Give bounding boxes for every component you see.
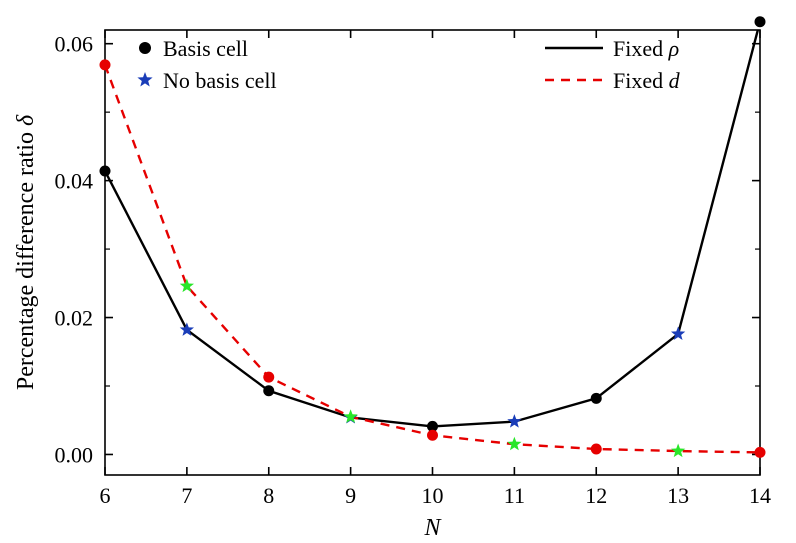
legend-label-fixed_rho: Fixed ρ — [613, 36, 679, 61]
data-point — [263, 385, 274, 396]
xtick-label: 7 — [181, 483, 192, 508]
chart-container: 6 7 8 9 10 11 12 13 14 0.00 0.02 0.04 0.06 N Percentag… — [0, 0, 796, 543]
data-point — [755, 447, 766, 458]
series-line-fixed_d — [105, 65, 760, 452]
ylabel: Percentage difference ratio δ — [13, 114, 39, 390]
xtick-label: 12 — [585, 483, 607, 508]
data-point — [591, 443, 602, 454]
plot-border — [105, 30, 760, 475]
data-point — [507, 414, 521, 428]
data-point — [100, 59, 111, 70]
ytick-label: 0.06 — [55, 32, 94, 57]
data-point — [591, 393, 602, 404]
data-point — [263, 372, 274, 383]
xtick-label: 14 — [749, 483, 771, 508]
chart-svg: 6 7 8 9 10 11 12 13 14 0.00 0.02 0.04 0.06 N Percentag… — [0, 0, 796, 543]
data-point — [507, 437, 521, 451]
data-point — [755, 16, 766, 27]
data-point — [139, 42, 151, 54]
ytick-label: 0.00 — [55, 442, 94, 467]
xtick-label: 13 — [667, 483, 689, 508]
ytick-label: 0.02 — [55, 306, 94, 331]
ylabel-group: Percentage difference ratio δ — [13, 114, 39, 390]
data-point — [343, 409, 357, 423]
legend-label-basis_circle: Basis cell — [163, 36, 248, 61]
data-point — [137, 72, 152, 86]
data-point — [427, 430, 438, 441]
xtick-label: 10 — [422, 483, 444, 508]
xtick-label: 11 — [504, 483, 525, 508]
data-point — [671, 444, 685, 458]
xtick-label: 9 — [345, 483, 356, 508]
xtick-label: 6 — [100, 483, 111, 508]
ytick-label: 0.04 — [55, 169, 94, 194]
xtick-label: 8 — [263, 483, 274, 508]
xlabel: N — [423, 515, 442, 541]
legend-label-nobasis_star: No basis cell — [163, 68, 277, 93]
legend-label-fixed_d: Fixed d — [613, 68, 681, 93]
data-point — [100, 166, 111, 177]
